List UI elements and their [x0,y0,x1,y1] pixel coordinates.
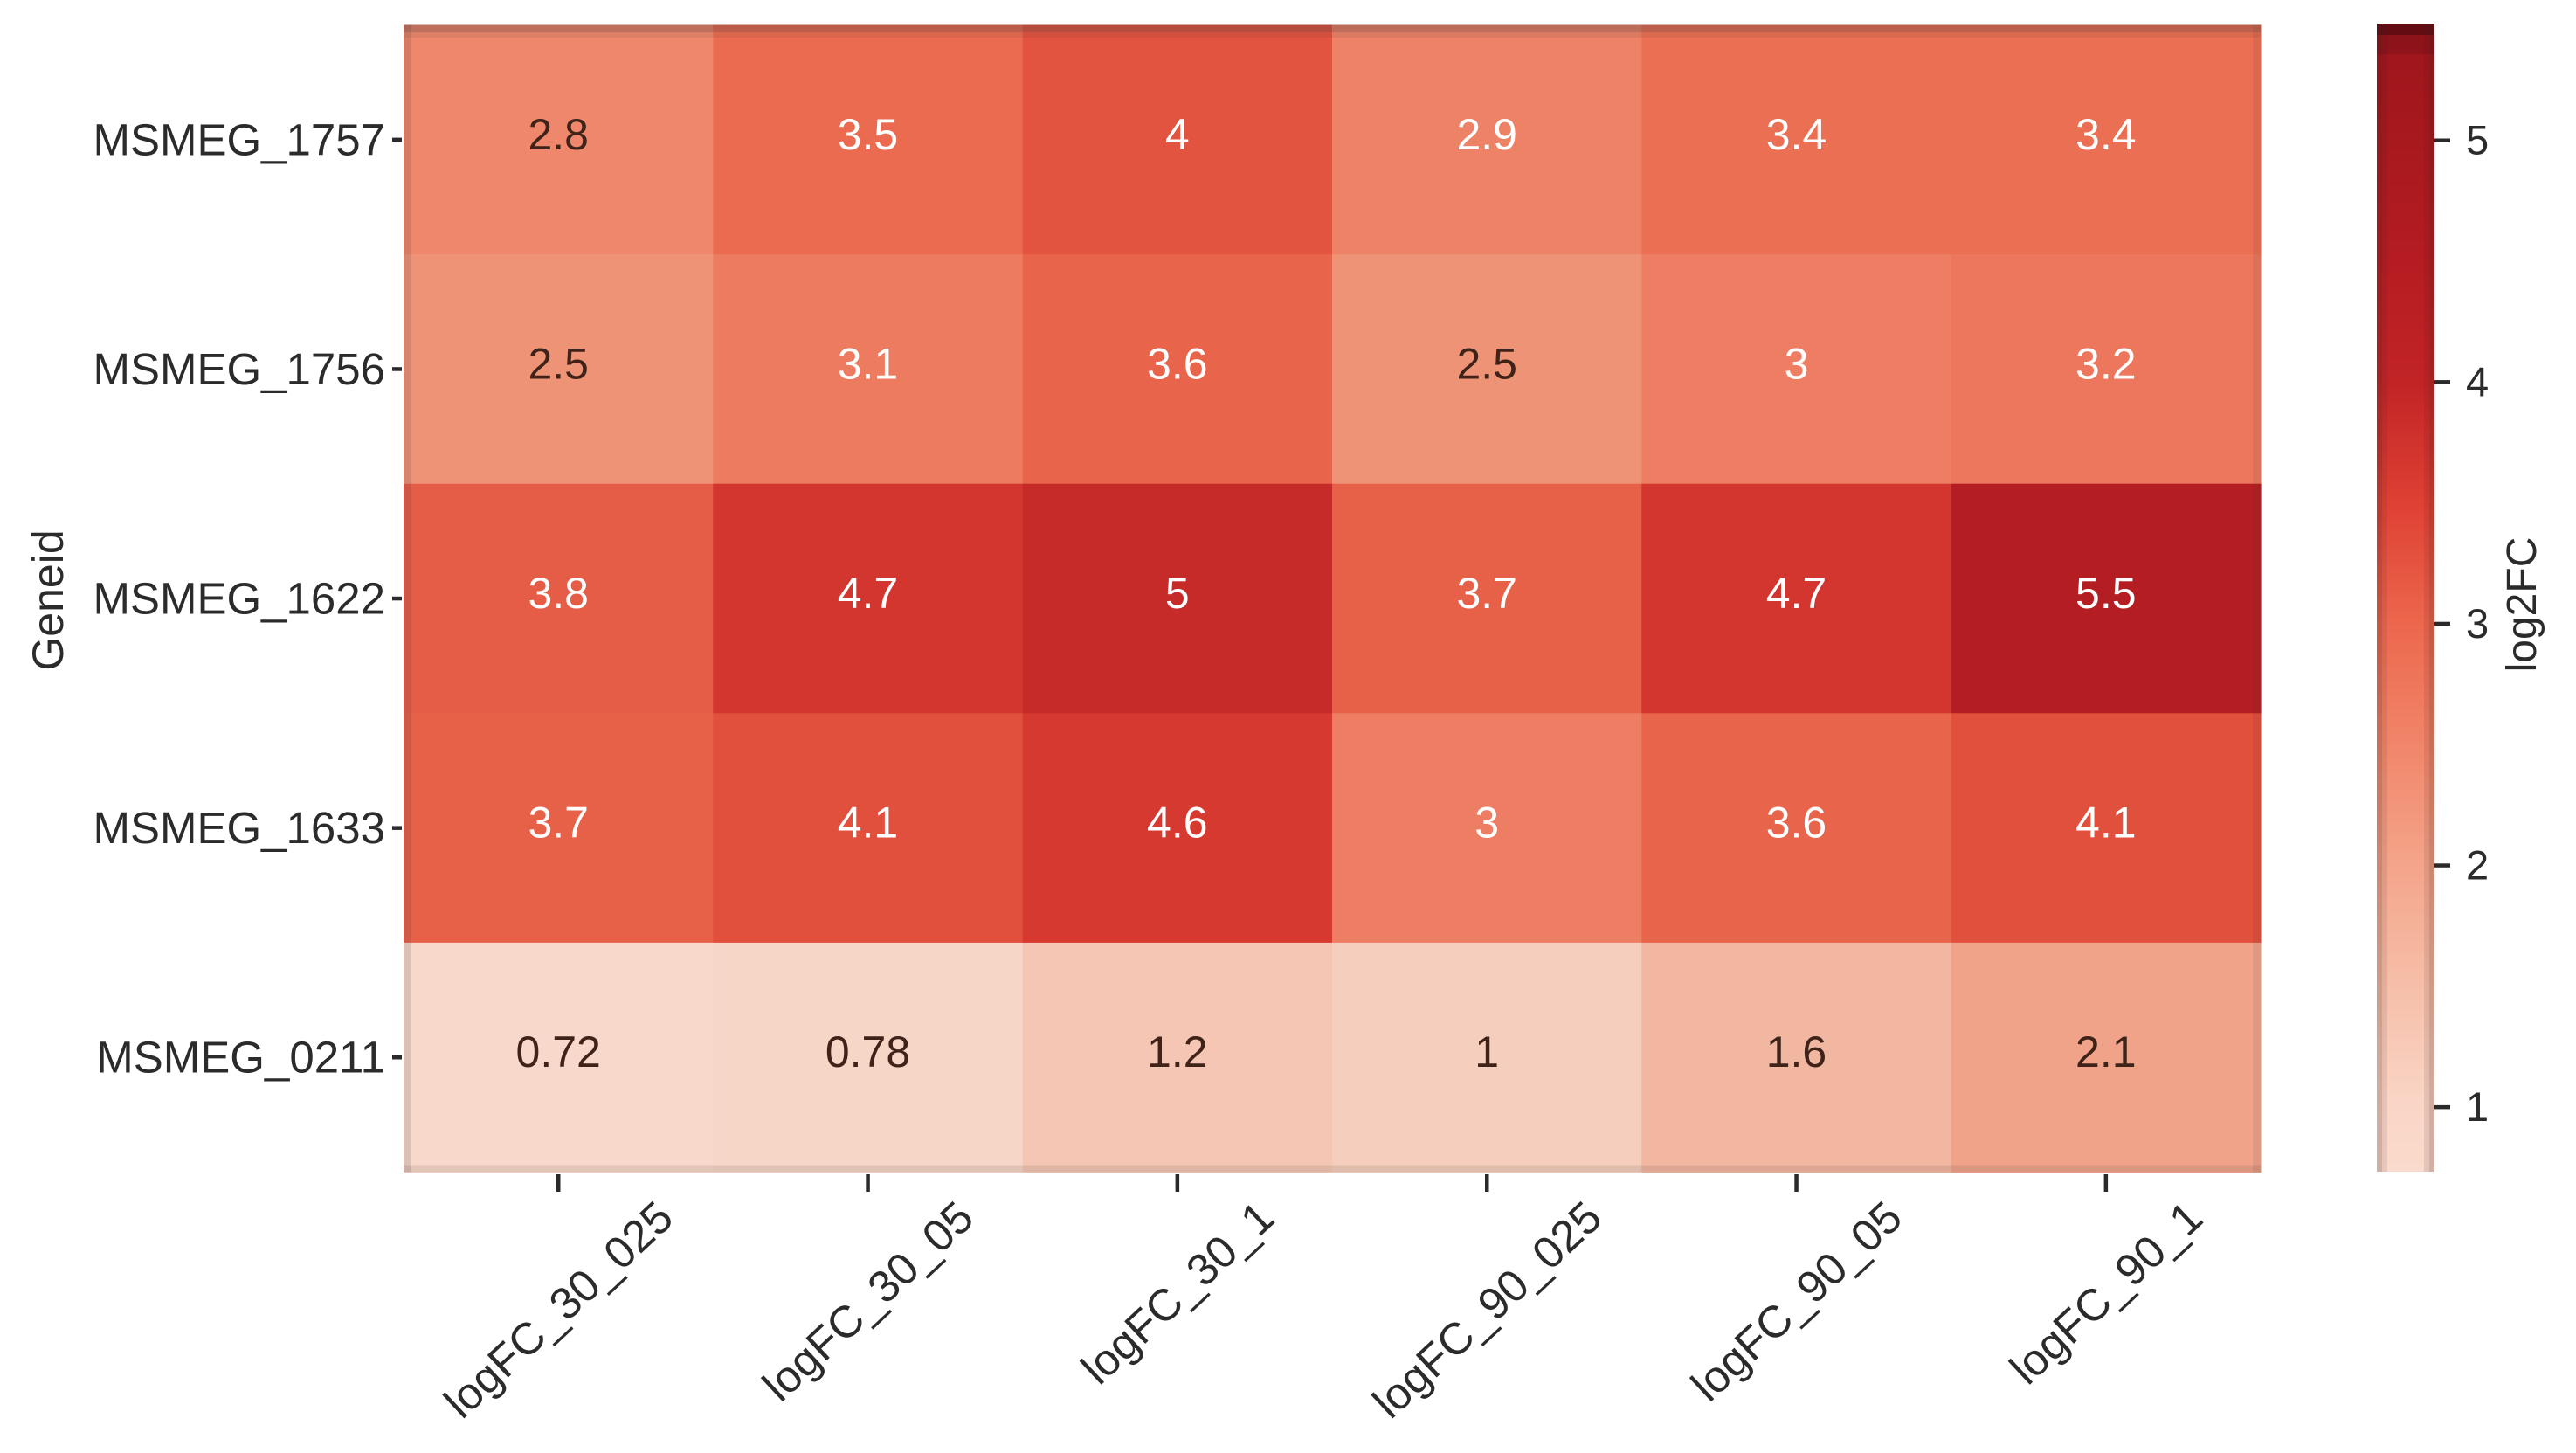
svg-text:3: 3 [1785,339,1809,388]
svg-text:2.8: 2.8 [528,110,589,159]
svg-text:Geneid: Geneid [24,529,73,670]
svg-text:2.5: 2.5 [528,339,589,388]
svg-text:log2FC: log2FC [2499,537,2545,673]
svg-text:3.5: 3.5 [838,110,899,159]
svg-text:3: 3 [1474,799,1499,848]
svg-text:3.7: 3.7 [1456,569,1517,618]
svg-text:3.1: 3.1 [838,339,899,388]
svg-text:3.4: 3.4 [1766,110,1827,159]
svg-text:3.7: 3.7 [528,799,589,848]
svg-text:4.7: 4.7 [838,569,899,618]
svg-text:MSMEG_1633: MSMEG_1633 [93,803,386,853]
svg-text:2: 2 [2466,842,2489,889]
svg-text:3: 3 [2466,600,2489,647]
svg-text:2.5: 2.5 [1456,339,1517,388]
svg-text:4: 4 [1165,110,1190,159]
svg-text:4.1: 4.1 [2075,799,2137,848]
svg-text:MSMEG_0211: MSMEG_0211 [96,1033,385,1083]
svg-text:3.2: 3.2 [2075,339,2137,388]
svg-text:1.2: 1.2 [1147,1027,1208,1076]
svg-text:3.4: 3.4 [2075,110,2137,159]
svg-text:1: 1 [1474,1027,1499,1076]
svg-text:1.6: 1.6 [1766,1027,1827,1076]
svg-text:4.7: 4.7 [1766,569,1827,618]
svg-text:4.1: 4.1 [838,799,899,848]
svg-text:3.6: 3.6 [1766,799,1827,848]
svg-text:3.8: 3.8 [528,569,589,618]
svg-text:2.9: 2.9 [1456,110,1517,159]
svg-text:4: 4 [2466,358,2489,405]
svg-text:MSMEG_1757: MSMEG_1757 [93,114,386,164]
svg-text:5: 5 [2466,117,2489,163]
svg-text:MSMEG_1622: MSMEG_1622 [93,574,386,624]
svg-text:3.6: 3.6 [1147,339,1208,388]
svg-text:0.72: 0.72 [516,1027,601,1076]
svg-text:0.78: 0.78 [825,1027,910,1076]
svg-text:5.5: 5.5 [2075,569,2137,618]
svg-text:4.6: 4.6 [1147,799,1208,848]
svg-text:5: 5 [1165,569,1190,618]
svg-text:2.1: 2.1 [2075,1027,2137,1076]
svg-text:1: 1 [2466,1083,2489,1130]
svg-text:MSMEG_1756: MSMEG_1756 [93,344,386,394]
